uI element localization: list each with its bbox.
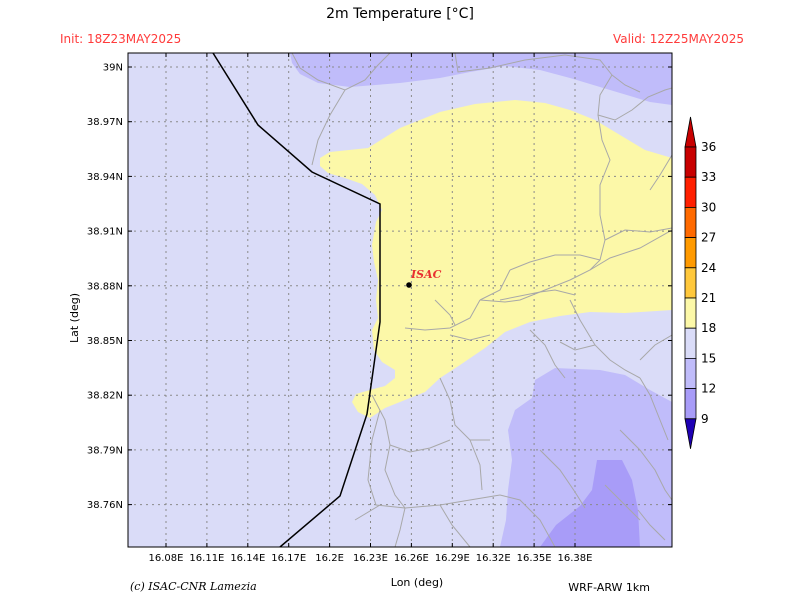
lat-tick-label: 38.91N — [87, 227, 123, 238]
lon-tick-label: 16.32E — [476, 553, 511, 564]
colorbar: 36 33 30 27 24 21 18 15 12 9 — [684, 116, 716, 449]
lon-tick-label: 16.11E — [189, 553, 224, 564]
colorbar-segment — [684, 297, 697, 329]
lat-tick-label: 38.97N — [87, 117, 123, 128]
colorbar-label: 27 — [701, 231, 716, 245]
lon-tick-label: 16.26E — [394, 553, 429, 564]
colorbar-segment — [684, 176, 697, 208]
colorbar-label: 24 — [701, 261, 716, 275]
lon-tick-label: 16.23E — [353, 553, 388, 564]
colorbar-segment — [684, 388, 697, 420]
lon-tick-label: 16.38E — [558, 553, 593, 564]
lon-ticks: 16.08E 16.11E 16.14E 16.17E 16.2E 16.23E 16.26… — [149, 53, 593, 564]
lon-tick-label: 16.17E — [271, 553, 306, 564]
lon-tick-label: 16.08E — [149, 553, 184, 564]
colorbar-segment — [684, 206, 697, 238]
coastline — [212, 53, 381, 547]
valid-time: Valid: 12Z25MAY2025 — [612, 32, 744, 46]
credit-text: (c) ISAC-CNR Lamezia — [130, 580, 257, 593]
colorbar-segment — [684, 327, 697, 359]
station-label: ISAC — [410, 268, 442, 281]
field-21-24 — [320, 100, 672, 418]
colorbar-segment — [684, 357, 697, 389]
lat-tick-label: 38.79N — [87, 445, 123, 456]
colorbar-label: 12 — [701, 382, 716, 396]
colorbar-segment — [684, 267, 697, 299]
lat-tick-label: 38.85N — [87, 336, 123, 347]
colorbar-arrow-bottom — [684, 418, 697, 449]
field-12-15 — [540, 460, 640, 547]
lat-tick-label: 38.76N — [87, 500, 123, 511]
colorbar-label: 21 — [701, 291, 716, 305]
lon-tick-label: 16.2E — [315, 553, 344, 564]
y-axis-label: Lat (deg) — [68, 293, 81, 343]
lon-tick-label: 16.29E — [435, 553, 470, 564]
station-marker — [406, 282, 412, 288]
lat-ticks: 39N 38.97N 38.94N 38.91N 38.88N 38.85N 38.82N 3… — [87, 63, 672, 511]
lat-tick-label: 38.88N — [87, 281, 123, 292]
colorbar-arrow-top — [684, 116, 697, 148]
colorbar-label: 33 — [701, 170, 716, 184]
model-text: WRF-ARW 1km — [568, 581, 650, 594]
lat-tick-label: 38.82N — [87, 391, 123, 402]
colorbar-segment — [684, 237, 697, 269]
colorbar-label: 15 — [701, 351, 716, 365]
field-15-18-north — [290, 53, 672, 105]
colorbar-label: 30 — [701, 200, 716, 214]
chart-title: 2m Temperature [°C] — [326, 6, 474, 22]
colorbar-segment — [684, 146, 697, 178]
colorbar-label: 18 — [701, 321, 716, 335]
lon-tick-label: 16.35E — [517, 553, 552, 564]
colorbar-label: 36 — [701, 140, 716, 154]
plot-frame — [127, 52, 673, 548]
colorbar-label: 9 — [701, 412, 709, 426]
lat-tick-label: 39N — [103, 63, 123, 74]
init-time: Init: 18Z23MAY2025 — [60, 32, 182, 46]
lon-tick-label: 16.14E — [230, 553, 265, 564]
lat-tick-label: 38.94N — [87, 172, 123, 183]
grid-lines — [128, 53, 672, 547]
x-axis-label: Lon (deg) — [391, 576, 443, 589]
admin-boundaries — [291, 53, 672, 547]
map-frame-content — [128, 53, 672, 547]
